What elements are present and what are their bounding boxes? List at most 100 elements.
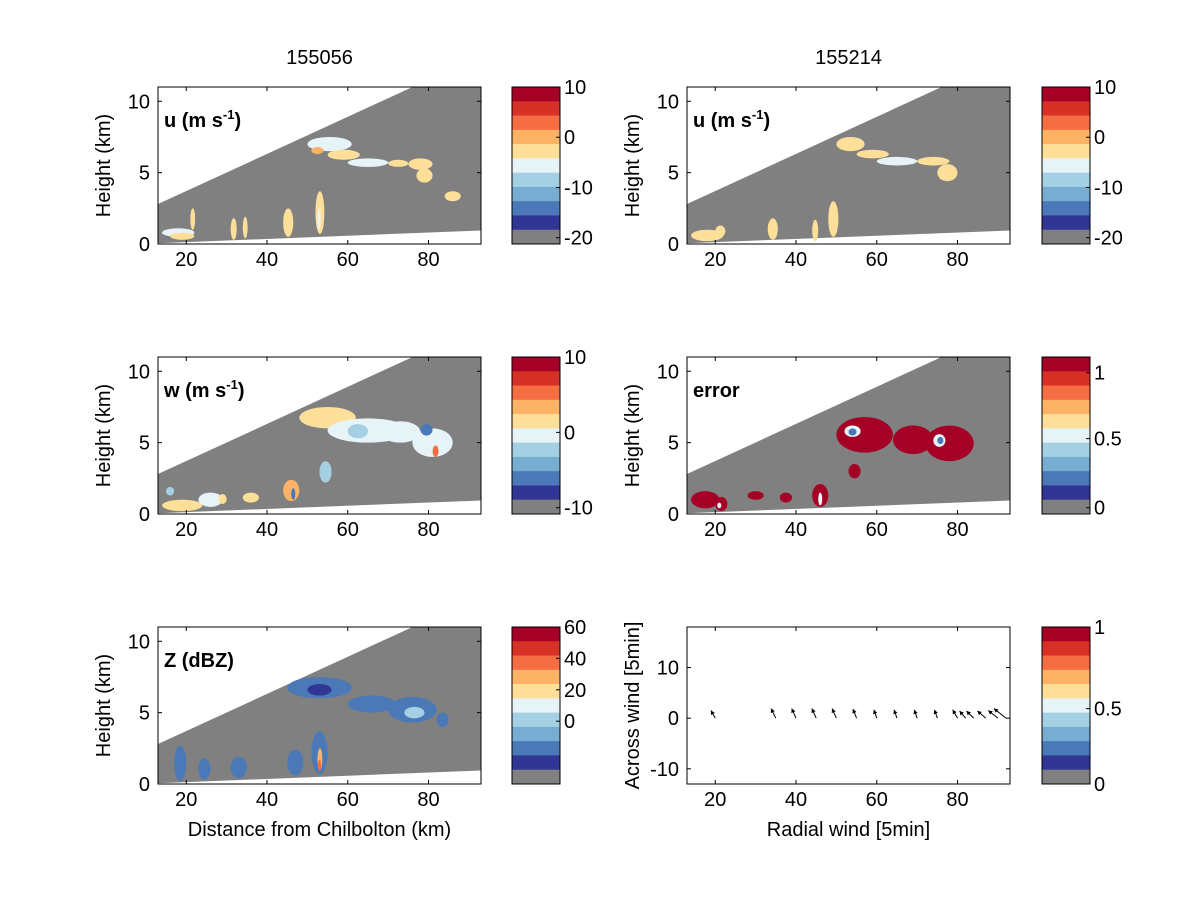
colorbar-segment <box>1042 129 1090 145</box>
radar-scan-area <box>687 357 1010 514</box>
y-tick-label: 10 <box>128 91 150 113</box>
colorbar-segment <box>1042 627 1090 642</box>
data-patch <box>162 499 203 512</box>
panel-label-text: u (m s <box>164 110 223 132</box>
x-tick-label: 40 <box>256 519 278 541</box>
colorbar-segment <box>1042 172 1090 188</box>
colorbar-segment <box>512 87 560 102</box>
colorbar-segment <box>1042 755 1090 771</box>
colorbar-tick-label: -10 <box>564 498 593 520</box>
y-axis-label: Across wind [5min] <box>622 622 644 790</box>
colorbar-segment <box>512 101 560 117</box>
x-axis-label: Distance from Chilbolton (km) <box>188 819 451 841</box>
data-patch <box>856 149 889 159</box>
colorbar-segment <box>1042 229 1090 245</box>
data-patch <box>444 191 461 202</box>
colorbar-segment <box>512 385 560 401</box>
x-tick-label: 20 <box>704 789 726 811</box>
data-patch <box>380 421 421 443</box>
panel-wind-right: 20 40 60 80 -10 0 10 Across wind [5min] Radial w… <box>622 622 1011 841</box>
colorbar-segment <box>512 201 560 216</box>
colorbar-segment <box>512 769 560 785</box>
colorbar-segment <box>1042 186 1090 202</box>
data-patch <box>747 491 764 500</box>
y-tick-label: 10 <box>657 91 679 113</box>
colorbar-segment <box>1042 641 1090 657</box>
data-patch <box>432 445 439 457</box>
wind-arrow-head <box>959 710 964 716</box>
data-patch <box>170 232 195 240</box>
colorbar-tick-label: 0 <box>1094 498 1105 520</box>
data-patch <box>283 479 300 502</box>
colorbar-segment <box>1042 115 1090 131</box>
panel-label: error <box>693 380 740 402</box>
data-patch <box>307 684 332 696</box>
colorbar-segment <box>512 371 560 387</box>
colorbar-tick-label: 0.5 <box>1094 429 1122 451</box>
x-axis-label: Radial wind [5min] <box>767 819 930 841</box>
data-patch <box>818 492 823 506</box>
x-tick-label: 40 <box>256 789 278 811</box>
panel-label-text: u (m s <box>693 110 752 132</box>
y-tick-label: 5 <box>668 433 679 455</box>
panel-label-text: Z (dBZ) <box>164 650 234 672</box>
y-axis-label: Height (km) <box>93 384 115 487</box>
x-tick-label: 40 <box>256 249 278 271</box>
colorbar-frame <box>1041 356 1091 515</box>
data-patch <box>848 464 861 479</box>
colorbar-segment <box>512 129 560 145</box>
data-patch <box>876 156 918 166</box>
colorbar-segment <box>1042 144 1090 159</box>
colorbar-segment <box>512 428 560 444</box>
data-patch <box>408 158 433 170</box>
panel-w-left: 20 40 60 80 0 5 10 Height (km) w (m s-1) <box>93 356 482 541</box>
colorbar-segment <box>1042 357 1090 372</box>
data-patch <box>198 758 211 780</box>
colorbar-frame <box>511 86 561 245</box>
data-patch <box>715 225 726 237</box>
colorbar-frame <box>511 356 561 515</box>
x-tick-label: 60 <box>337 519 359 541</box>
colorbar-segment <box>1042 499 1090 515</box>
colorbar-tick-label: 0 <box>564 127 575 149</box>
x-tick-label: 20 <box>704 249 726 271</box>
wind-arrow-head <box>811 708 816 714</box>
colorbar-segment <box>1042 712 1090 728</box>
colorbar-w-left: 10 0 -10 <box>511 347 593 520</box>
data-patch <box>317 208 321 230</box>
radar-scan-area <box>158 627 481 784</box>
data-patch <box>715 496 728 512</box>
panel-label-superscript: -1 <box>752 107 764 122</box>
axes-frame <box>157 86 482 245</box>
wind-arrow-head <box>831 708 836 714</box>
data-patch <box>347 424 368 439</box>
colorbar-u-right: 10 0 -10 -20 <box>1041 77 1123 250</box>
colorbar-segment <box>1042 471 1090 486</box>
data-patch <box>347 695 397 713</box>
data-patch <box>416 168 433 183</box>
panel-u-right: 20 40 60 80 0 5 10 155214 Height (km) u (m s-1) <box>622 47 1011 271</box>
colorbar-segment <box>512 655 560 671</box>
data-patch <box>925 425 974 462</box>
x-tick-label: 60 <box>866 249 888 271</box>
masked-region <box>158 87 481 244</box>
colorbar-segment <box>512 726 560 742</box>
x-tick-label: 20 <box>175 519 197 541</box>
data-patch <box>242 216 248 239</box>
colorbar-tick-label: 60 <box>564 617 586 639</box>
data-patch <box>319 461 332 483</box>
colorbar-error-right: 10.50 <box>1041 356 1122 520</box>
colorbar-segment <box>1042 101 1090 117</box>
colorbar-tick-label: -10 <box>564 177 593 199</box>
data-patch <box>892 425 934 455</box>
colorbar-segment <box>1042 741 1090 756</box>
data-patch <box>291 488 296 500</box>
axes-frame <box>686 626 1011 785</box>
colorbar-segment <box>512 414 560 429</box>
y-axis-label: Height (km) <box>93 114 115 217</box>
data-patch <box>412 428 453 457</box>
colorbar-segment <box>1042 769 1090 785</box>
wind-arrow-head <box>913 709 918 715</box>
y-tick-label: 0 <box>139 504 150 526</box>
